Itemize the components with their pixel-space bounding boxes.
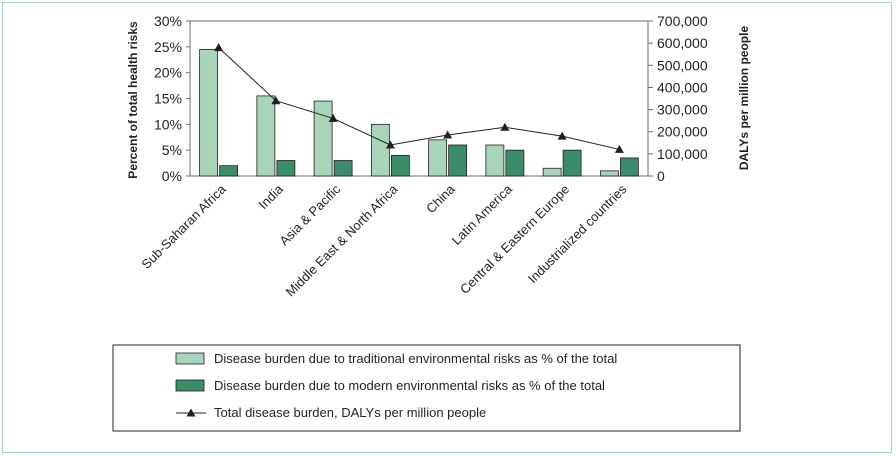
tick-label-right: 500,000: [657, 57, 708, 73]
bar-modern-india: [276, 160, 296, 177]
bar-traditional-industrialized-countries: [599, 170, 619, 177]
point-total-middle-east-north-africa: [385, 140, 395, 149]
point-total-sub-saharan-africa: [214, 43, 224, 52]
legend: Disease burden due to traditional enviro…: [112, 344, 741, 432]
bar-traditional-china: [428, 139, 448, 177]
point-total-industrialized-countries: [614, 144, 624, 153]
tick-label-left: 5%: [162, 142, 182, 158]
category-label-industrialized-countries: Industrialized countries: [525, 181, 630, 286]
point-total-india: [271, 96, 281, 105]
legend-triangle-marker: [186, 408, 196, 417]
bar-modern-industrialized-countries: [619, 157, 639, 177]
bar-modern-china: [448, 144, 468, 177]
legend-label-traditional: Disease burden due to traditional enviro…: [214, 351, 617, 366]
bar-traditional-asia-pacific: [313, 100, 333, 177]
legend-swatch-traditional: [175, 352, 205, 365]
tick-label-right: 600,000: [657, 35, 708, 51]
series-line-total-dalys: [218, 47, 620, 150]
bar-traditional-central-eastern-europe: [542, 167, 562, 177]
bar-modern-asia-pacific: [333, 160, 353, 177]
bar-traditional-india: [256, 95, 276, 177]
tick-label-right: 100,000: [657, 146, 708, 162]
point-total-asia-pacific: [328, 113, 338, 122]
legend-box: [112, 344, 741, 432]
tick-label-left: 0%: [162, 168, 182, 184]
bar-modern-central-eastern-europe: [562, 149, 582, 177]
legend-label-modern: Disease burden due to modern environment…: [214, 378, 605, 393]
point-total-latin-america: [500, 122, 510, 131]
tick-label-left: 20%: [154, 65, 182, 81]
tick-label-left: 10%: [154, 116, 182, 132]
tick-label-right: 0: [657, 168, 665, 184]
bar-modern-middle-east-north-africa: [390, 154, 410, 177]
y-axis-title-right: DALYs per million people: [737, 26, 751, 171]
category-label-central-eastern-europe: Central & Eastern Europe: [457, 182, 572, 297]
bar-traditional-sub-saharan-africa: [199, 49, 219, 177]
category-label-india: India: [255, 181, 286, 212]
bar-traditional-middle-east-north-africa: [370, 123, 390, 177]
tick-label-right: 700,000: [657, 13, 708, 29]
y-axis-right: 0 100,000 200,000 300,000 400,000 500,000 600,…: [648, 13, 708, 184]
tick-label-left: 15%: [154, 91, 182, 107]
category-label-middle-east-north-africa: Middle East & North Africa: [283, 181, 401, 299]
category-label-china: China: [423, 181, 458, 216]
category-label-sub-saharan-africa: Sub-Saharan Africa: [138, 181, 229, 272]
tick-label-right: 400,000: [657, 79, 708, 95]
legend-swatch-modern: [175, 379, 205, 392]
tick-label-right: 200,000: [657, 124, 708, 140]
tick-label-right: 300,000: [657, 102, 708, 118]
bar-modern-latin-america: [505, 149, 525, 177]
bar-modern-sub-saharan-africa: [219, 165, 239, 177]
bar-traditional-latin-america: [485, 144, 505, 177]
point-total-china: [443, 130, 453, 139]
legend-label-total: Total disease burden, DALYs per million …: [214, 405, 486, 420]
tick-label-left: 25%: [154, 39, 182, 55]
y-axis-left: 0% 5% 10% 15% 20% 25% 30%: [154, 13, 190, 184]
point-total-central-eastern-europe: [557, 131, 567, 140]
tick-label-left: 30%: [154, 13, 182, 29]
y-axis-title-left: Percent of total health risks: [126, 21, 140, 179]
line-group: [214, 43, 624, 153]
bars-group: [199, 49, 639, 177]
